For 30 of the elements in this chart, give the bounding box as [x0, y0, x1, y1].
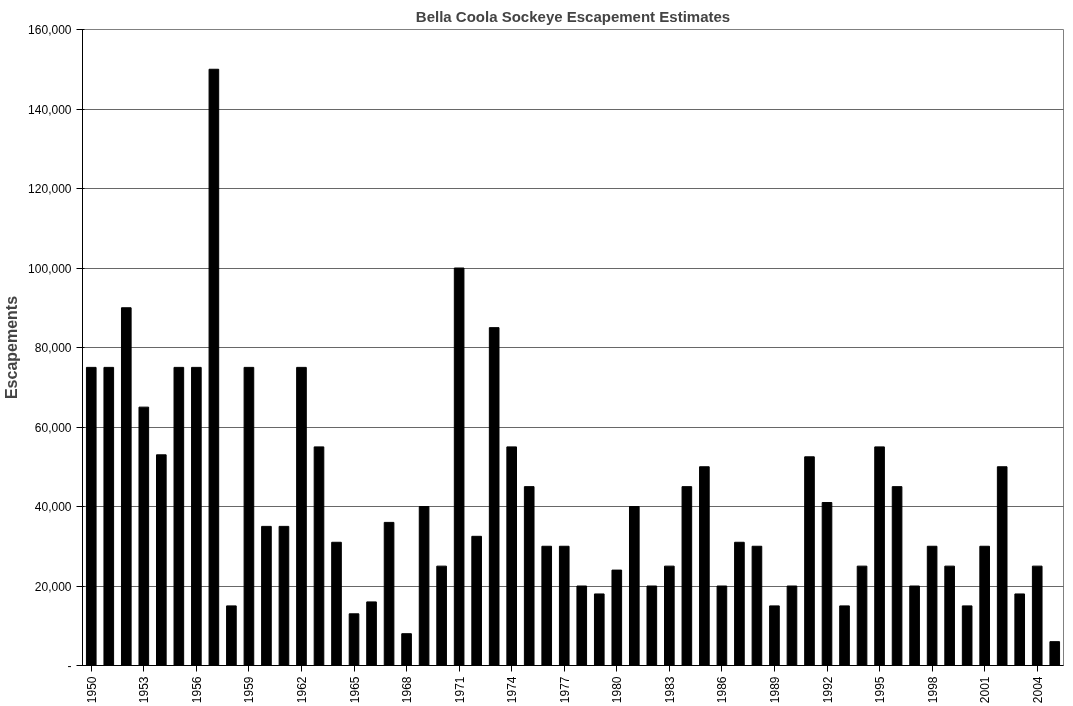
x-tick-label: 1980 [610, 676, 625, 704]
x-tick-label: 1950 [84, 676, 99, 704]
y-tick-label: 40,000 [34, 500, 72, 514]
x-tick-label: 1974 [505, 676, 520, 704]
x-tick-label: 1995 [873, 676, 888, 704]
y-tick-label: 100,000 [28, 261, 72, 276]
x-tick-label: 1977 [557, 676, 572, 704]
x-tick-label: 1959 [242, 676, 257, 704]
x-tick-label: 2001 [978, 676, 993, 704]
x-tick-label: 1971 [452, 676, 467, 704]
y-tick-label: 60,000 [34, 420, 72, 435]
x-tick-label: 1956 [189, 676, 204, 704]
y-tick-label: 20,000 [34, 579, 72, 594]
x-tick-label: 1965 [347, 676, 362, 704]
x-tick-label: 1983 [662, 676, 677, 704]
x-tick-label: 1989 [767, 676, 782, 704]
y-tick-label: - [67, 659, 72, 673]
x-tick-label: 1962 [294, 676, 309, 704]
x-tick-label: 1998 [925, 676, 940, 704]
y-tick-label: 160,000 [28, 23, 72, 37]
x-tick-label: 1953 [137, 676, 152, 704]
x-tick-label: 2004 [1030, 676, 1045, 704]
y-axis-title: Escapements [3, 295, 21, 400]
y-tick-label: 80,000 [34, 341, 72, 355]
x-tick-label: 1968 [400, 676, 415, 704]
y-tick-label: 120,000 [28, 182, 72, 196]
y-tick-label: 140,000 [28, 102, 72, 117]
chart-title: Bella Coola Sockeye Escapement Estimates [415, 7, 731, 25]
x-tick-label: 1986 [715, 676, 730, 704]
x-tick-label: 1992 [820, 676, 835, 704]
